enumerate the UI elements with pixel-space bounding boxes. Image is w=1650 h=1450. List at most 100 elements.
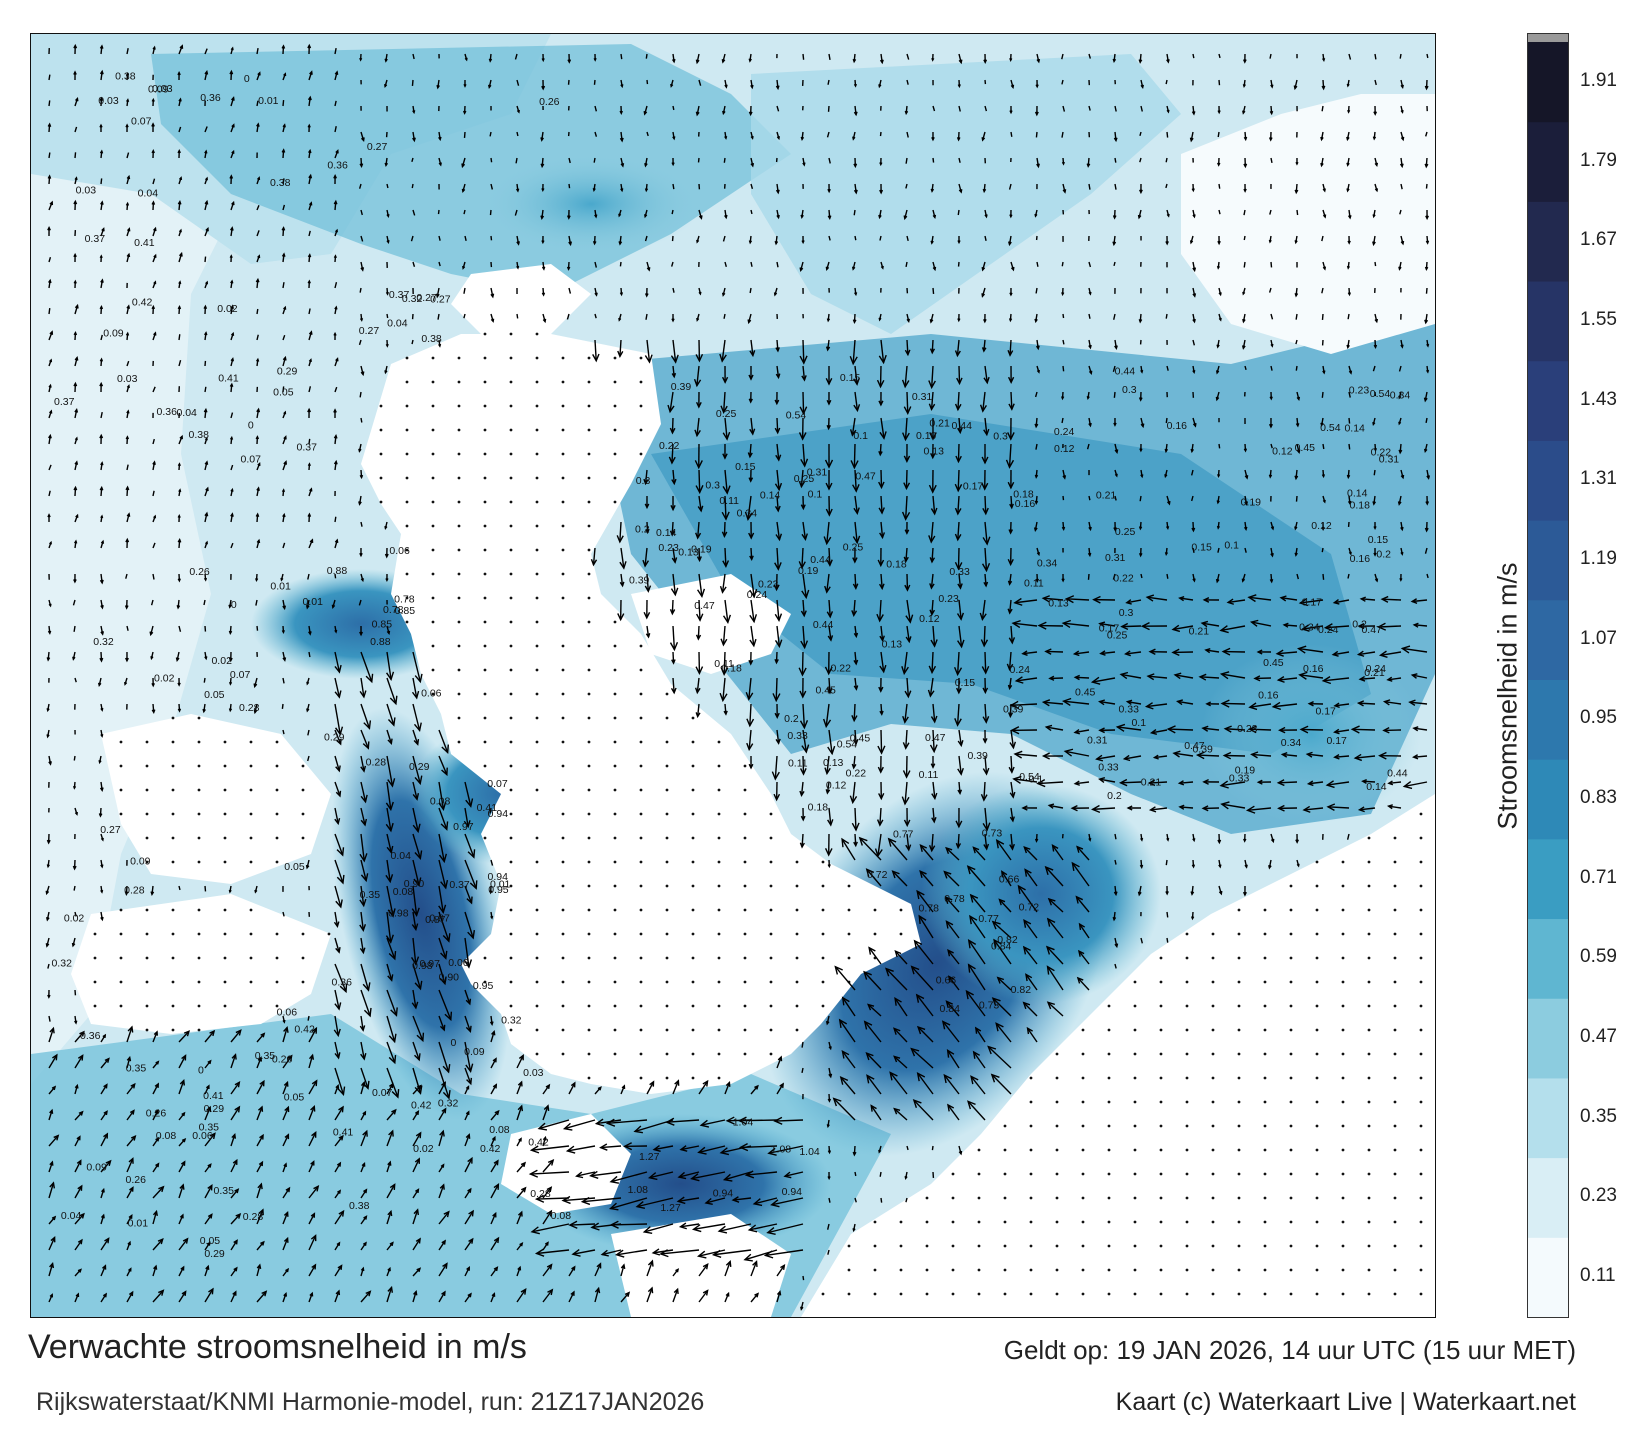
current-arrow [931, 781, 938, 801]
speed-label: 0.44 [1387, 767, 1408, 779]
current-arrow [1268, 287, 1272, 293]
current-arrow [100, 200, 104, 211]
grid-dot [145, 980, 149, 984]
current-arrow [1423, 443, 1428, 454]
grid-dot [561, 644, 565, 648]
current-arrow [800, 495, 806, 511]
current-arrow [1299, 725, 1324, 734]
current-arrow [177, 677, 181, 687]
speed-label: 0.28 [124, 884, 145, 896]
current-arrow [866, 1074, 882, 1095]
current-arrow [490, 1109, 500, 1121]
grid-dot [483, 572, 487, 576]
current-arrow [1113, 131, 1118, 143]
grid-dot [1367, 1052, 1371, 1056]
current-arrow [74, 1184, 83, 1199]
current-arrow [1164, 443, 1169, 454]
current-arrow [46, 729, 50, 739]
current-arrow [695, 339, 704, 363]
current-arrow [1221, 647, 1246, 656]
grid-dot [483, 380, 487, 384]
current-arrow [879, 53, 884, 65]
grid-dot [743, 860, 747, 864]
current-arrow [48, 409, 53, 419]
current-arrow [1088, 261, 1092, 268]
grid-dot [561, 596, 565, 600]
grid-dot [1159, 1196, 1163, 1200]
current-arrow [151, 97, 155, 107]
current-arrow [646, 261, 651, 272]
current-arrow [644, 339, 653, 364]
current-arrow [928, 833, 936, 853]
current-arrow [619, 105, 623, 115]
current-arrow [879, 417, 887, 440]
current-arrow [1205, 701, 1220, 707]
grid-dot [847, 956, 851, 960]
grid-dot [483, 548, 487, 552]
current-arrow [1425, 235, 1430, 245]
grid-dot [899, 1244, 903, 1248]
current-arrow [958, 183, 963, 194]
grid-dot [249, 980, 253, 984]
current-arrow [1216, 495, 1220, 505]
grid-dot [1289, 1292, 1293, 1296]
current-arrow [929, 547, 936, 564]
current-arrow [542, 1159, 555, 1173]
current-arrow [905, 157, 908, 164]
grid-dot [1081, 1196, 1085, 1200]
current-arrow [957, 781, 963, 796]
grid-dot [249, 1004, 253, 1008]
grid-dot [639, 812, 643, 816]
grid-dot [1081, 1292, 1085, 1296]
current-arrow [308, 386, 312, 393]
current-arrow [48, 256, 52, 263]
speed-label: 0.07 [131, 116, 152, 128]
current-arrow [775, 183, 780, 195]
current-arrow [152, 514, 157, 523]
current-arrow [334, 781, 342, 798]
current-arrow [1270, 443, 1273, 449]
current-arrow [694, 443, 703, 470]
grid-dot [93, 980, 97, 984]
grid-dot [535, 596, 539, 600]
speed-label: 0.19 [691, 543, 712, 555]
current-arrow [967, 939, 986, 965]
current-arrow [334, 1241, 341, 1251]
current-arrow [46, 703, 50, 713]
grid-dot [1081, 1244, 1085, 1248]
grid-dot [1029, 1244, 1033, 1248]
current-arrow [516, 1137, 522, 1147]
grid-dot [405, 596, 409, 600]
current-arrow [151, 677, 155, 688]
current-arrow [902, 417, 910, 442]
current-arrow [125, 71, 130, 81]
grid-dot [405, 524, 409, 528]
current-arrow [1044, 648, 1064, 655]
grid-dot [535, 788, 539, 792]
current-arrow [124, 885, 129, 896]
speed-label: 0.04 [176, 407, 197, 419]
current-arrow [980, 625, 989, 648]
current-arrow [1322, 365, 1326, 375]
current-arrow [203, 599, 206, 606]
current-arrow [46, 651, 51, 662]
current-arrow [515, 183, 520, 193]
speed-label: 0.22 [1371, 447, 1392, 459]
current-arrow [744, 495, 753, 522]
grid-dot [1341, 956, 1345, 960]
current-arrow [1033, 521, 1038, 532]
current-arrow [1198, 673, 1220, 681]
current-arrow [542, 313, 547, 324]
current-arrow [256, 538, 261, 549]
current-arrow [568, 1290, 575, 1303]
current-arrow [799, 677, 807, 699]
current-arrow [827, 209, 832, 220]
current-arrow [1307, 701, 1324, 707]
current-arrow [800, 443, 809, 468]
grid-dot [1185, 1292, 1189, 1296]
grid-dot [691, 884, 695, 888]
current-arrow [1243, 443, 1248, 453]
speed-label: 0.12 [1311, 520, 1332, 532]
land-north-island [451, 264, 591, 334]
grid-dot [639, 884, 643, 888]
